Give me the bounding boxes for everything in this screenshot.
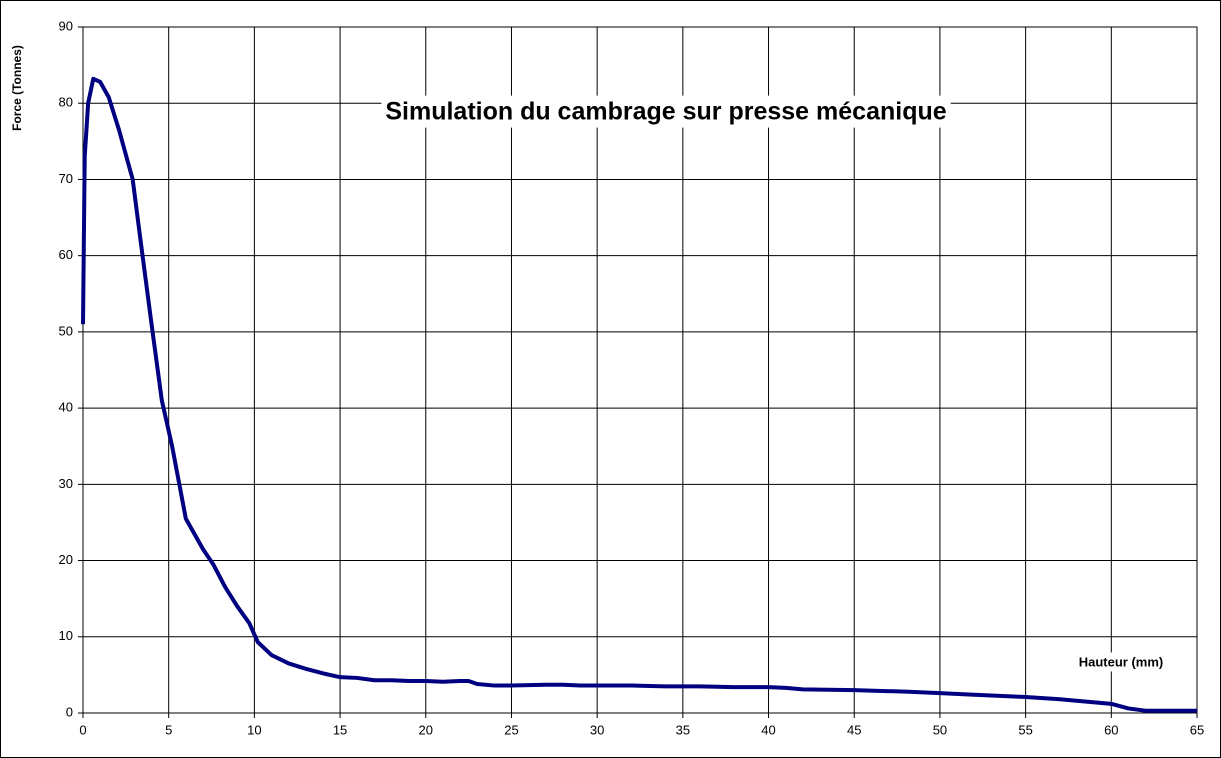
y-tick-label: 20: [59, 552, 73, 567]
x-label-background: [1075, 652, 1167, 672]
title-background: [381, 95, 951, 128]
y-tick-label: 70: [59, 171, 73, 186]
y-tick-label: 60: [59, 247, 73, 262]
y-tick-label: 30: [59, 476, 73, 491]
plot-area: [83, 27, 1197, 713]
y-tick-label: 80: [59, 95, 73, 110]
y-tick-label: 0: [66, 704, 73, 719]
x-tick-label: 60: [1104, 722, 1118, 737]
x-tick-label: 5: [165, 722, 172, 737]
x-tick-label: 40: [761, 722, 775, 737]
x-tick-label: 10: [247, 722, 261, 737]
x-tick-label: 50: [933, 722, 947, 737]
chart-title: Simulation du cambrage sur presse mécani…: [385, 98, 946, 126]
x-axis-label: Hauteur (mm): [1079, 654, 1164, 669]
x-tick-label: 45: [847, 722, 861, 737]
x-tick-label: 15: [333, 722, 347, 737]
x-tick-label: 65: [1190, 722, 1204, 737]
y-tick-label: 40: [59, 400, 73, 415]
x-tick-label: 30: [590, 722, 604, 737]
x-tick-label: 0: [79, 722, 86, 737]
x-tick-label: 55: [1018, 722, 1032, 737]
y-tick-label: 10: [59, 628, 73, 643]
x-tick-label: 35: [676, 722, 690, 737]
plot-border: [82, 26, 1198, 714]
y-axis-label: Force (Tonnes): [10, 45, 24, 131]
x-tick-label: 20: [419, 722, 433, 737]
y-tick-label: 50: [59, 323, 73, 338]
x-tick-label: 25: [504, 722, 518, 737]
line-series: [81, 76, 1197, 713]
y-tick-label: 90: [59, 18, 73, 33]
